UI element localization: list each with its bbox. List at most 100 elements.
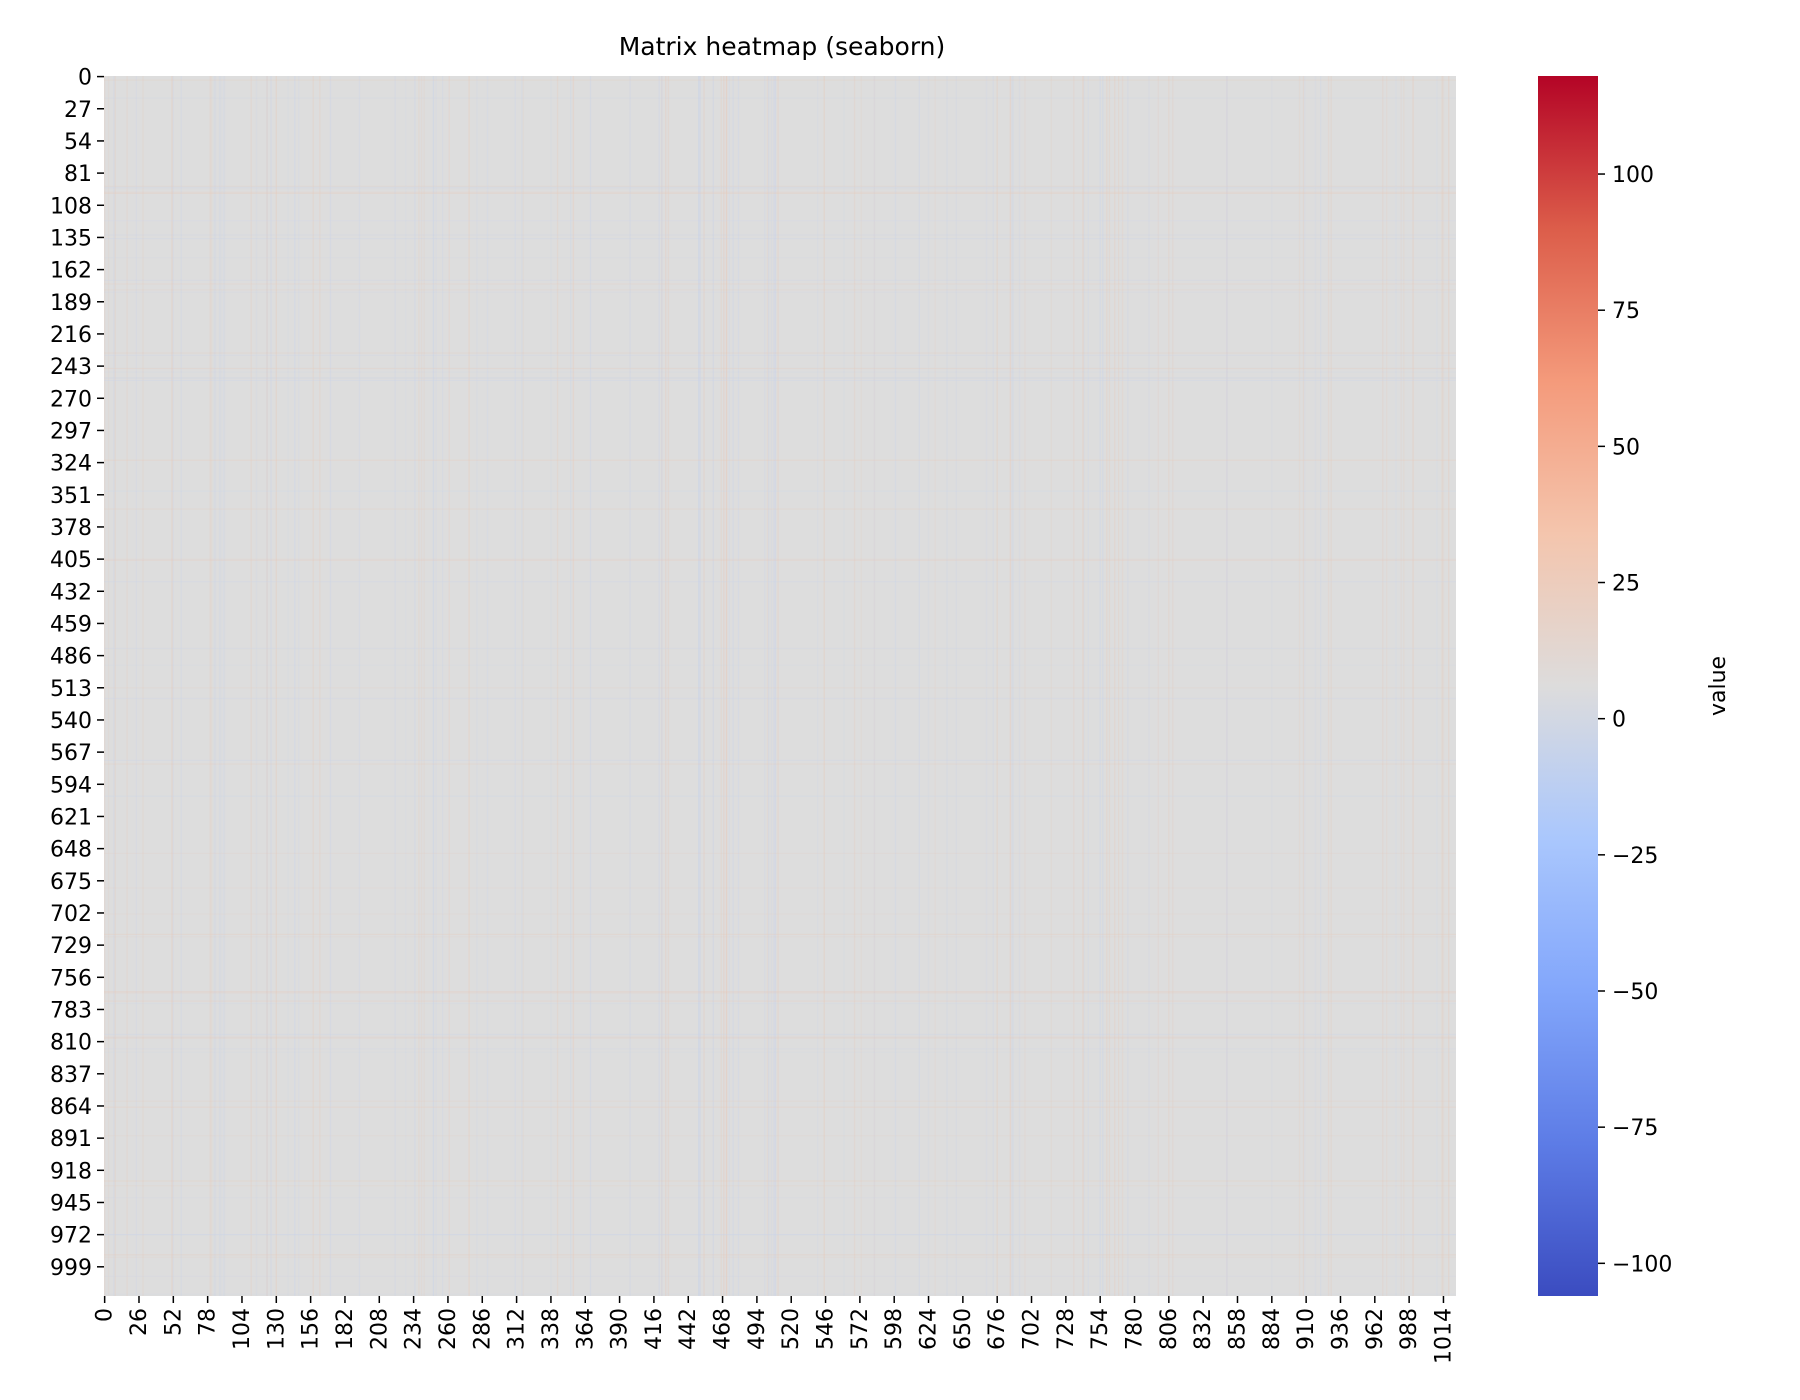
x-tick-label: 572 (848, 1308, 873, 1350)
y-tick-label: 594 (50, 773, 92, 798)
heatmap-column-stripe (658, 76, 660, 1296)
y-tick-label: 729 (50, 934, 92, 959)
y-tick-label: 81 (64, 162, 92, 187)
heatmap-row-stripe (104, 1275, 1456, 1277)
heatmap-row-stripe (104, 279, 1456, 281)
x-tick-label: 26 (127, 1308, 152, 1336)
heatmap-column-stripe (486, 76, 489, 1296)
heatmap-column-stripe (1400, 76, 1402, 1296)
heatmap-row-stripe (104, 759, 1456, 762)
x-tick-label: 676 (985, 1308, 1010, 1350)
heatmap-column-stripe (1148, 76, 1150, 1296)
heatmap-row-stripe (104, 1234, 1456, 1236)
colorbar-ticks: 100 75 50 25 0 −25 −50 −75 −100 (1598, 163, 1672, 1277)
y-tick-label: 675 (50, 870, 92, 895)
y-tick-label: 216 (50, 323, 92, 348)
x-tick-label: 338 (539, 1308, 564, 1350)
heatmap-row-stripe (104, 283, 1456, 285)
heatmap-column-stripe (1073, 76, 1075, 1296)
heatmap-row-stripe (104, 1002, 1456, 1005)
y-tick-label: 621 (50, 805, 92, 830)
heatmap-column-stripe (843, 76, 845, 1296)
x-tick-label: 806 (1157, 1308, 1182, 1350)
x-tick-label: 208 (367, 1308, 392, 1350)
heatmap-row-stripe (104, 763, 1456, 765)
x-tick-label: 234 (402, 1308, 427, 1350)
heatmap-column-stripe (1442, 76, 1445, 1296)
heatmap-row-stripe (104, 220, 1456, 222)
heatmap-column-stripe (104, 76, 106, 1296)
heatmap-row-stripe (104, 291, 1456, 293)
heatmap-column-stripe (1114, 76, 1116, 1296)
heatmap-column-stripe (1012, 76, 1014, 1296)
heatmap-column-stripe (275, 76, 277, 1296)
heatmap-row-stripe (104, 991, 1456, 993)
heatmap-column-stripe (270, 76, 272, 1296)
heatmap-row-stripe (104, 459, 1456, 461)
heatmap-column-stripe (126, 76, 128, 1296)
x-tick-label: 754 (1088, 1308, 1113, 1350)
heatmap-column-stripe (725, 76, 728, 1296)
heatmap-column-stripe (946, 76, 948, 1296)
x-tick-label: 468 (711, 1308, 736, 1350)
heatmap-column-stripe (220, 76, 222, 1296)
heatmap-column-stripe (1172, 76, 1174, 1296)
y-tick-label: 135 (50, 226, 92, 251)
y-tick-label: 324 (50, 452, 92, 477)
x-tick-label: 858 (1225, 1308, 1250, 1350)
heatmap-column-stripe (1304, 76, 1306, 1296)
heatmap-column-stripe (1226, 76, 1228, 1296)
heatmap-row-stripe (104, 289, 1456, 291)
heatmap-row-stripe (104, 1000, 1456, 1002)
heatmap-row-stripe (104, 933, 1456, 935)
colorbar-tick-label: −50 (1612, 980, 1658, 1005)
heatmap-row-stripe (104, 1234, 1456, 1236)
y-tick-label: 648 (50, 838, 92, 863)
heatmap-column-stripe (1009, 76, 1012, 1296)
heatmap-row-stripe (104, 1254, 1456, 1256)
heatmap-column-stripe (589, 76, 592, 1296)
heatmap-row-stripe (104, 1037, 1456, 1039)
heatmap-column-stripe (394, 76, 396, 1296)
colorbar-gradient (1538, 76, 1598, 1296)
heatmap-column-stripe (1050, 76, 1052, 1296)
y-tick-label: 837 (50, 1063, 92, 1088)
y-tick-label: 891 (50, 1127, 92, 1152)
x-tick-label: 780 (1123, 1308, 1148, 1350)
heatmap-column-stripe (1271, 76, 1273, 1296)
x-tick-label: 78 (196, 1308, 221, 1336)
y-tick-label: 864 (50, 1095, 92, 1120)
x-tick-label: 442 (676, 1308, 701, 1350)
heatmap-column-stripe (209, 76, 211, 1296)
heatmap-row-stripe (104, 97, 1456, 99)
heatmap-row-stripe (104, 1100, 1456, 1102)
heatmap-column-stripe (1083, 76, 1085, 1296)
heatmap-column-stripe (171, 76, 173, 1296)
heatmap-row-stripe (104, 1256, 1456, 1258)
heatmap-column-stripe (1302, 76, 1305, 1296)
heatmap-column-stripe (712, 76, 714, 1296)
heatmap-column-stripe (665, 76, 667, 1296)
heatmap-column-stripe (405, 76, 407, 1296)
y-tick-label: 972 (50, 1224, 92, 1249)
heatmap-column-stripe (1412, 76, 1414, 1296)
heatmap-column-stripe (287, 76, 289, 1296)
heatmap-row-stripe (104, 377, 1456, 379)
x-tick-label: 416 (642, 1308, 667, 1350)
heatmap-column-stripe (1168, 76, 1170, 1296)
heatmap-column-stripe (992, 76, 994, 1296)
heatmap-column-stripe (1298, 76, 1301, 1296)
x-tick-label: 312 (505, 1308, 530, 1350)
heatmap-row-stripe (104, 1106, 1456, 1108)
x-tick-label: 104 (230, 1308, 255, 1350)
y-tick-label: 432 (50, 580, 92, 605)
heatmap-column-stripe (894, 76, 897, 1296)
heatmap-column-stripe (766, 76, 769, 1296)
y-tick-label: 0 (78, 66, 92, 91)
heatmap-row-stripe (104, 191, 1456, 193)
heatmap-column-stripe (1099, 76, 1101, 1296)
heatmap-column-stripe (712, 76, 714, 1296)
x-tick-label: 182 (333, 1308, 358, 1350)
heatmap-row-stripe (104, 687, 1456, 689)
heatmap-column-stripe (1087, 76, 1089, 1296)
